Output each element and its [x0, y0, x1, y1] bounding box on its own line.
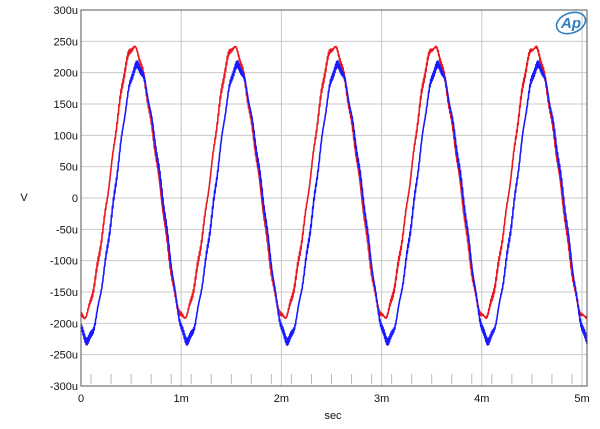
y-tick-labels: 300u 250u 200u 150u 100u 50u 0 -50u -100u -150u -2…: [50, 5, 78, 393]
y-tick-label: 300u: [54, 5, 78, 17]
x-tick-label: 5m: [574, 393, 589, 405]
x-tick-label: 3m: [374, 393, 389, 405]
y-tick-label: -300u: [50, 381, 78, 393]
y-tick-label: -250u: [50, 350, 78, 362]
ap-logo: Ap: [555, 11, 587, 35]
y-axis-title: V: [20, 192, 28, 204]
y-tick-label: -200u: [50, 318, 78, 330]
y-tick-label: -100u: [50, 256, 78, 268]
series-line-2: [80, 60, 588, 346]
ap-logo-swoosh: [555, 11, 587, 35]
x-tick-label: 1m: [174, 393, 189, 405]
series-group: [80, 45, 588, 346]
y-tick-label: 150u: [54, 99, 78, 111]
x-tick-label: 2m: [274, 393, 289, 405]
y-tick-label: 200u: [54, 68, 78, 80]
y-tick-label: -50u: [56, 224, 78, 236]
y-tick-label: 0: [72, 193, 78, 205]
y-tick-label: 50u: [60, 162, 78, 174]
bottom-ruler: [90, 374, 573, 384]
y-tick-label: -150u: [50, 287, 78, 299]
y-tick-label: 250u: [54, 36, 78, 48]
y-tick-label: 100u: [54, 130, 78, 142]
ap-logo-text: Ap: [560, 15, 581, 32]
x-tick-labels: 0 1m 2m 3m 4m 5m: [78, 393, 590, 405]
x-tick-label: 0: [78, 393, 84, 405]
x-tick-label: 4m: [474, 393, 489, 405]
series-line-1: [80, 45, 588, 320]
plot-frame: [80, 9, 588, 387]
x-axis-title: sec: [324, 410, 342, 422]
